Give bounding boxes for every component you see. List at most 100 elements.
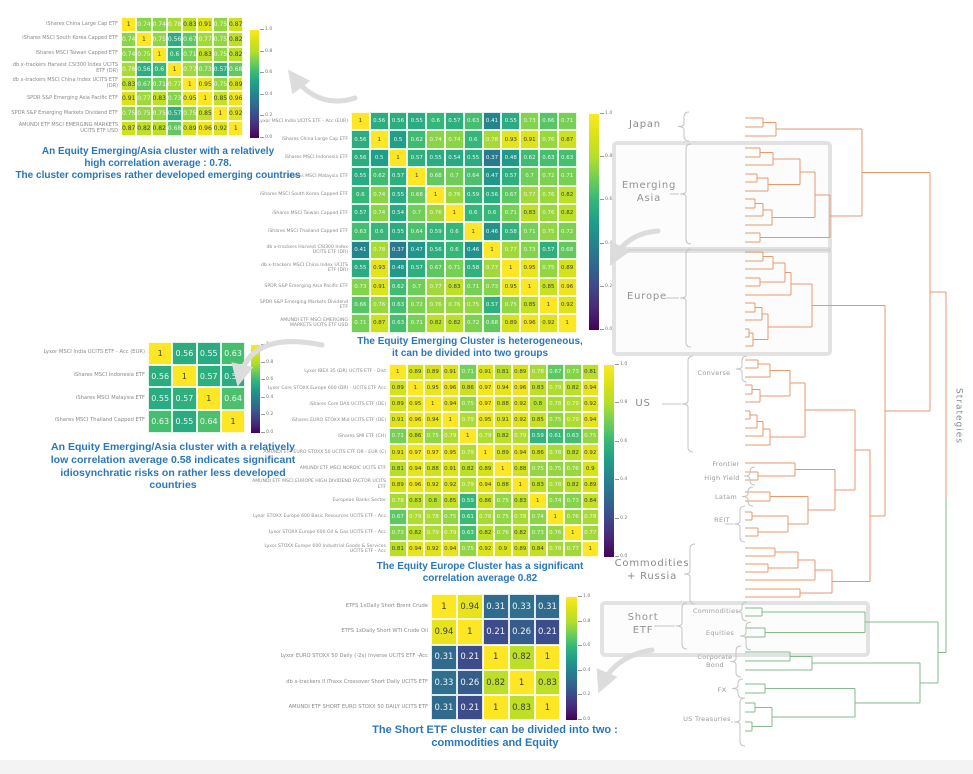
heatmap-cell: 0.94	[406, 460, 424, 477]
heatmap-cell: 0.91	[476, 364, 494, 381]
heatmap-cell: 0.96	[406, 412, 424, 429]
heatmap-cell: 0.94	[424, 412, 442, 429]
heatmap-cell: 0.63	[459, 524, 477, 542]
heatmap-cell: 0.91	[369, 277, 389, 296]
row-label: iShares MSCI Taiwan Capped ETF	[35, 50, 118, 57]
row-label: Lyxor IBEX 35 (DR) UCITS ETF - Dist	[304, 369, 386, 375]
row-label: iShares MSCI Thailand Capped ETF	[268, 228, 348, 234]
heatmap-cell: 0.83	[406, 492, 424, 509]
heatmap-cell: 0.33	[431, 669, 457, 696]
heatmap-cell: 0.82	[228, 46, 244, 62]
row-label: db x-trackers II iTraxx Crossover Short …	[286, 678, 428, 685]
heatmap-cell: 0.76	[538, 185, 558, 204]
heatmap-cell: 0.68	[557, 240, 577, 260]
heatmap-cell: 0.82	[557, 203, 577, 223]
heatmap-cell: 0.68	[228, 61, 244, 77]
heatmap-cell: 0.95	[406, 396, 424, 413]
heatmap-cell: 0.75	[538, 259, 558, 278]
heatmap-cell: 0.83	[529, 476, 547, 493]
dendrogram-links-orange	[745, 117, 947, 598]
heatmap-cell: 0.78	[369, 240, 389, 260]
caption-line: The cluster comprises rather developed e…	[15, 170, 301, 182]
heatmap-cell: 0.74	[121, 46, 137, 62]
heatmap-cell: 0.77	[182, 61, 198, 77]
heatmap-row: db x-trackers II iTraxx Crossover Short …	[247, 669, 561, 696]
heatmap-cell: 0.92	[511, 396, 529, 413]
heatmap-cell: 0.72	[538, 167, 558, 186]
heatmap-cell: 0.55	[426, 148, 445, 168]
heatmap-cell: 0.63	[463, 112, 483, 131]
heatmap-row: iShares Core DAX UCITS ETF (DE) 0.89 0.95 1…	[252, 396, 599, 413]
dendrogram-cluster-label: US Treasuries	[683, 715, 731, 723]
heatmap-cell: 1	[389, 364, 407, 381]
heatmap-cell: 0.75	[538, 222, 558, 241]
row-label: iShares MSCI Indonesia ETF	[284, 155, 348, 161]
colorbar-tick: 0.6	[261, 377, 273, 382]
colorbar: 1.0 0.8 0.6 0.4 0.2 0.0	[250, 27, 272, 140]
heatmap-cell: 0.76	[564, 508, 582, 525]
heatmap-cell: 0.75	[424, 428, 442, 445]
dendrogram-cluster-label: High Yield	[704, 474, 740, 482]
heatmap-cell: 0.75	[529, 460, 547, 477]
heatmap-cell: 0.89	[476, 460, 494, 477]
colorbar-tick: 1.0	[600, 111, 612, 116]
heatmap-cell: 0.5	[369, 148, 389, 168]
row-label: AMUNDI ETF SHORT EURO STOXX 50 DAILY UCI…	[288, 703, 428, 710]
heatmap-cell: 1	[151, 46, 167, 62]
heatmap-cell: 0.55	[172, 410, 197, 433]
heatmap-cell: 0.56	[388, 112, 408, 131]
heatmap-cell: 0.73	[389, 524, 407, 542]
colorbar-tick: 0.0	[578, 717, 590, 722]
heatmap-cell: 0.6	[426, 112, 445, 131]
heatmap-cell: 0.79	[424, 524, 442, 542]
heatmap-cell: 1	[476, 444, 494, 461]
heatmap-row: SPDR S&P Emerging Asia Pacific ETF 0.73 0.…	[258, 277, 577, 296]
heatmap-cell: 1	[166, 61, 183, 77]
heatmap-cell: 0.96	[441, 380, 459, 397]
heatmap-cell: 1	[529, 492, 547, 509]
row-label: SPDR S&P Emerging Markets Dividend ETF	[259, 299, 348, 311]
heatmap-cell: 1	[196, 387, 221, 411]
heatmap-cell: 0.6	[463, 130, 483, 149]
heatmap-row: iShares MSCI South Korea Capped ETF 0.6 0.…	[258, 185, 577, 204]
heatmap-cell: 0.82	[476, 524, 494, 542]
heatmap-cell: 1	[581, 541, 599, 558]
heatmap-cell: 0.33	[508, 594, 535, 620]
heatmap-row: AMUNDI ETF MSCI NORDIC UCITS ETF 0.81 0.94…	[252, 460, 599, 477]
colorbar-tick: 0.0	[260, 135, 272, 140]
row-label: AMUNDI ETF MSCI NORDIC UCITS ETF	[299, 465, 386, 471]
heatmap-cell: 0.85	[441, 492, 459, 509]
row-label: SPDR S&P Emerging Asia Pacific ETF	[27, 95, 118, 102]
heatmap-cell: 0.78	[546, 444, 564, 461]
heatmap-row: AMUNDI ETF SHORT EURO STOXX 50 DAILY UCI…	[247, 695, 561, 721]
heatmap-cell: 0.79	[546, 380, 564, 397]
heatmap-cell: 1	[456, 619, 483, 645]
heatmap-cell: 0.94	[511, 444, 529, 461]
row-label: iShares MSCI Taiwan Capped ETF	[272, 210, 348, 216]
heatmap-row: Lyxor IBEX 35 (DR) UCITS ETF - Dist 1 0.89…	[252, 364, 599, 381]
heatmap-cell: 1	[212, 106, 229, 122]
heatmap-cell: 0.75	[459, 541, 477, 558]
heatmap-row: iShares MSCI Taiwan Capped ETF 0.74 0.75 1 0…	[8, 46, 244, 62]
heatmap-cell: 0.71	[520, 222, 539, 241]
heatmap-cell: 0.77	[166, 76, 183, 92]
heatmap-cell: 0.67	[182, 31, 198, 47]
heatmap-cell: 0.68	[407, 185, 427, 204]
heatmap-cell: 0.64	[220, 387, 246, 411]
heatmap-cell: 0.26	[508, 619, 535, 645]
heatmap-cell: 1	[441, 412, 459, 429]
heatmap-cell: 0.91	[441, 460, 459, 477]
heatmap-cell: 0.71	[501, 203, 521, 223]
heatmap-cell: 0.92	[424, 541, 442, 558]
heatmap-cell: 0.58	[463, 259, 483, 278]
heatmap-cell: 0.76	[538, 203, 558, 223]
heatmap-cell: 0.77	[482, 259, 502, 278]
heatmap-cell: 0.89	[406, 364, 424, 381]
row-label: Lyxor STOXX Europe 600 Industrial Goods …	[264, 543, 386, 555]
heatmap-cell: 0.75	[546, 460, 564, 477]
heatmap-cell: 0.94	[581, 380, 599, 397]
heatmap-cell: 0.79	[511, 428, 529, 445]
heatmap-cell: 0.91	[494, 412, 512, 429]
heatmap-cell: 0.81	[389, 460, 407, 477]
heatmap-cell: 0.71	[182, 46, 198, 62]
